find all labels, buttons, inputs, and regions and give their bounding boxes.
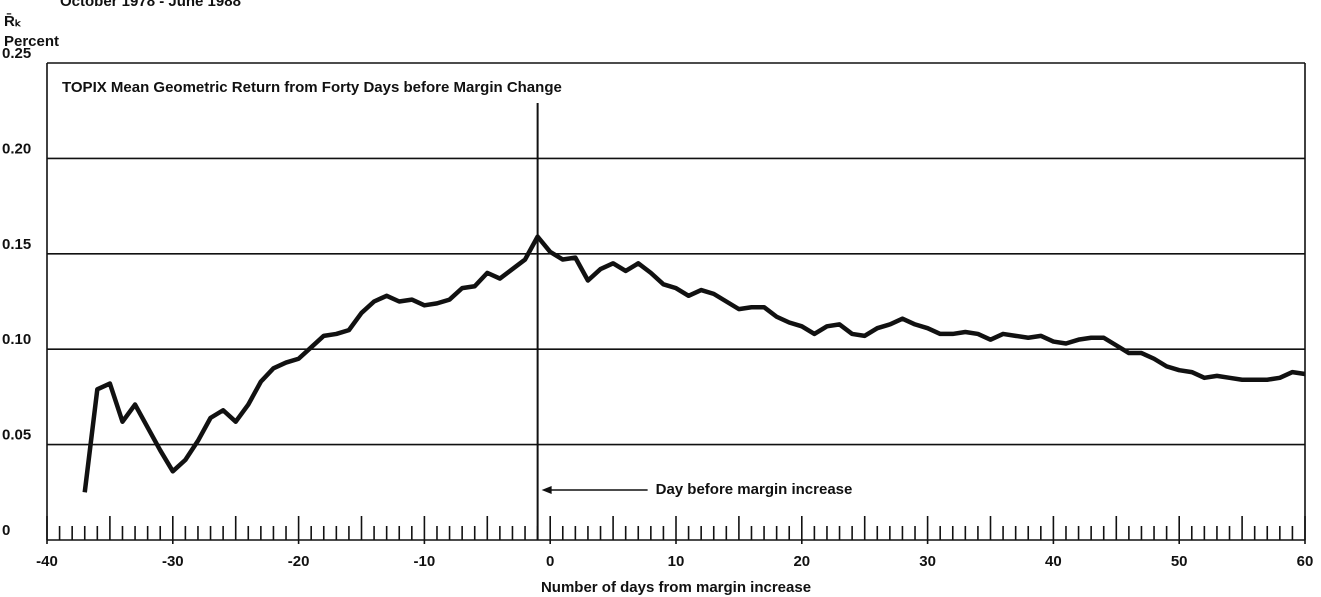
x-tick-label: -40 (36, 553, 58, 570)
x-tick-label: 20 (793, 553, 810, 570)
x-tick-label: 30 (919, 553, 936, 570)
chart-subtitle: October 1978 - June 1988 (60, 0, 241, 10)
y-tick-label: 0.05 (2, 427, 31, 444)
x-tick-label: 10 (668, 553, 685, 570)
y-tick-label: 0.10 (2, 331, 31, 348)
x-tick-label: 60 (1297, 553, 1314, 570)
x-tick-label: -20 (288, 553, 310, 570)
chart-title: TOPIX Mean Geometric Return from Forty D… (62, 79, 562, 96)
data-line (82, 234, 1306, 493)
annotation: Day before margin increase (656, 481, 853, 498)
x-tick-label: 0 (546, 553, 554, 570)
y-axis-label: R̄ₖ (4, 12, 22, 30)
x-axis-label: Number of days from margin increase (541, 579, 811, 596)
x-tick-label: 40 (1045, 553, 1062, 570)
y-tick-label: 0.15 (2, 236, 31, 253)
y-tick-label: 0.25 (2, 45, 31, 62)
x-tick-label: -10 (414, 553, 436, 570)
y-tick-label: 0.20 (2, 140, 31, 157)
y-tick-label: 0 (2, 522, 10, 539)
x-tick-label: -30 (162, 553, 184, 570)
y-axis-unit: Percent (4, 33, 59, 50)
arrow-head (541, 486, 552, 494)
x-tick-label: 50 (1171, 553, 1188, 570)
